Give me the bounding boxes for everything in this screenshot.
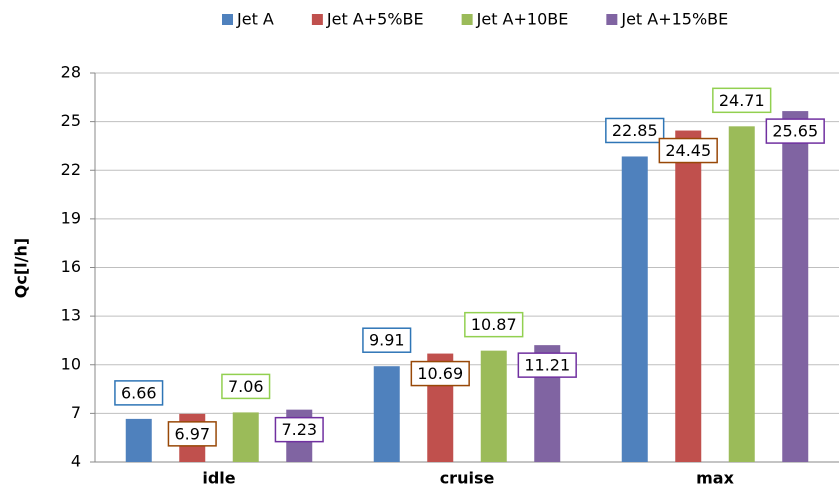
data-label-box [167, 421, 217, 447]
data-label: 9.91 [369, 331, 405, 350]
bar [621, 156, 648, 463]
data-label: 24.45 [665, 141, 711, 160]
data-label-box [221, 373, 271, 400]
x-tick-label: cruise [440, 469, 495, 488]
data-label: 7.06 [228, 377, 264, 396]
y-tick-label: 28 [61, 63, 81, 82]
data-label-box [765, 118, 825, 144]
y-tick-label: 10 [61, 354, 81, 373]
legend-swatch [461, 14, 473, 25]
data-label-box [605, 117, 665, 144]
legend-label: Jet A+10BE [476, 10, 569, 29]
data-label-box [410, 360, 470, 387]
legend-label: Jet A+15%BE [620, 10, 728, 29]
y-tick-label: 4 [71, 452, 81, 471]
legend-label: Jet A+5%BE [326, 10, 424, 29]
y-tick-label: 7 [71, 403, 81, 422]
y-tick-label: 25 [61, 111, 81, 130]
data-label: 10.69 [417, 364, 463, 383]
data-label-box [464, 311, 524, 338]
legend-label: Jet A [236, 10, 274, 29]
data-label-box [274, 416, 324, 443]
bar [675, 130, 702, 462]
data-label: 10.87 [471, 315, 517, 334]
data-label: 22.85 [612, 121, 658, 140]
bar [232, 412, 259, 462]
data-label-box [114, 380, 164, 406]
data-label-box [362, 327, 412, 353]
y-tick-label: 19 [61, 208, 81, 227]
bar [480, 350, 507, 462]
y-tick-label: 22 [61, 160, 81, 179]
data-label-box [712, 87, 772, 114]
legend-swatch [222, 14, 233, 25]
data-label: 24.71 [719, 91, 765, 110]
bar [728, 126, 755, 463]
data-label: 7.23 [281, 420, 317, 439]
bar [373, 366, 400, 462]
data-label: 6.66 [121, 383, 157, 402]
y-tick-label: 16 [61, 257, 81, 276]
data-label: 11.21 [524, 356, 570, 375]
x-tick-label: max [696, 469, 734, 488]
data-label: 6.97 [174, 424, 210, 443]
data-label-box [517, 352, 577, 378]
x-tick-label: idle [202, 469, 235, 488]
y-axis-label: Qc[l/h] [12, 238, 31, 298]
legend-swatch [311, 14, 323, 25]
legend-swatch [606, 14, 618, 25]
data-label: 25.65 [772, 122, 818, 141]
bar [125, 418, 152, 462]
y-tick-label: 13 [61, 306, 81, 325]
bar [782, 111, 809, 462]
data-label-box [658, 137, 718, 164]
